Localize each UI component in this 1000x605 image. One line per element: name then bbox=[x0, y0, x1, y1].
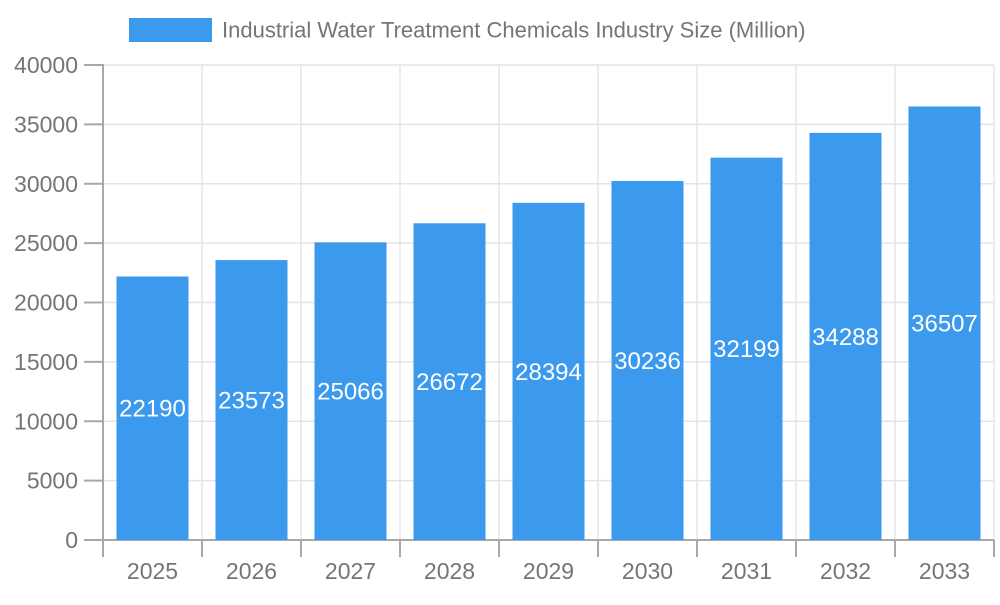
y-axis-tick-label: 35000 bbox=[14, 111, 78, 137]
x-axis-labels: 2025 2026 2027 2028 2029 2030 2031 2032 2033 bbox=[127, 558, 970, 584]
x-axis-tick-label: 2026 bbox=[226, 558, 277, 584]
x-axis-tick-label: 2033 bbox=[919, 558, 970, 584]
bar[interactable] bbox=[413, 223, 486, 540]
legend: Industrial Water Treatment Chemicals Ind… bbox=[129, 18, 806, 43]
x-axis-tick-label: 2028 bbox=[424, 558, 475, 584]
bar[interactable] bbox=[809, 132, 882, 540]
bar[interactable] bbox=[611, 180, 684, 540]
bar[interactable] bbox=[314, 242, 387, 540]
vertical-gridlines bbox=[201, 65, 995, 540]
bar-value-label: 26672 bbox=[416, 369, 483, 396]
legend-label: Industrial Water Treatment Chemicals Ind… bbox=[222, 18, 806, 43]
bar-value-label: 23573 bbox=[218, 387, 285, 414]
bar-value-label: 34288 bbox=[812, 324, 879, 351]
x-axis-tick-label: 2027 bbox=[325, 558, 376, 584]
x-axis-tick-label: 2030 bbox=[622, 558, 673, 584]
bar-value-label: 25066 bbox=[317, 379, 384, 406]
bar-value-label: 32199 bbox=[713, 336, 780, 363]
x-axis-tick-label: 2025 bbox=[127, 558, 178, 584]
bar-series bbox=[116, 106, 981, 541]
y-axis-tick-label: 15000 bbox=[14, 349, 78, 375]
bar[interactable] bbox=[908, 106, 981, 541]
legend-swatch bbox=[129, 18, 212, 42]
y-axis-tick-label: 25000 bbox=[14, 230, 78, 256]
bar[interactable] bbox=[215, 260, 288, 540]
x-axis-tick-label: 2031 bbox=[721, 558, 772, 584]
y-axis-tick-label: 0 bbox=[65, 527, 78, 553]
bar-value-label: 22190 bbox=[119, 396, 186, 423]
axis-ticks bbox=[84, 64, 995, 557]
y-axis-tick-label: 10000 bbox=[14, 408, 78, 434]
x-axis-tick-label: 2029 bbox=[523, 558, 574, 584]
y-axis-tick-label: 5000 bbox=[27, 468, 78, 494]
y-axis-tick-label: 30000 bbox=[14, 171, 78, 197]
bar-value-label: 30236 bbox=[614, 348, 681, 375]
y-axis-tick-label: 40000 bbox=[14, 52, 78, 78]
bar-value-label: 36507 bbox=[911, 311, 978, 338]
x-axis-tick-label: 2032 bbox=[820, 558, 871, 584]
bar[interactable] bbox=[116, 276, 189, 540]
y-axis-labels: 0 5000 10000 15000 20000 25000 30000 35000 40000 bbox=[14, 52, 78, 553]
bar[interactable] bbox=[710, 157, 783, 540]
bar-value-labels: 22190 23573 25066 26672 28394 30236 32199 34288… bbox=[119, 311, 978, 423]
y-axis-tick-label: 20000 bbox=[14, 290, 78, 316]
bar-value-label: 28394 bbox=[515, 359, 582, 386]
bar[interactable] bbox=[512, 202, 585, 541]
